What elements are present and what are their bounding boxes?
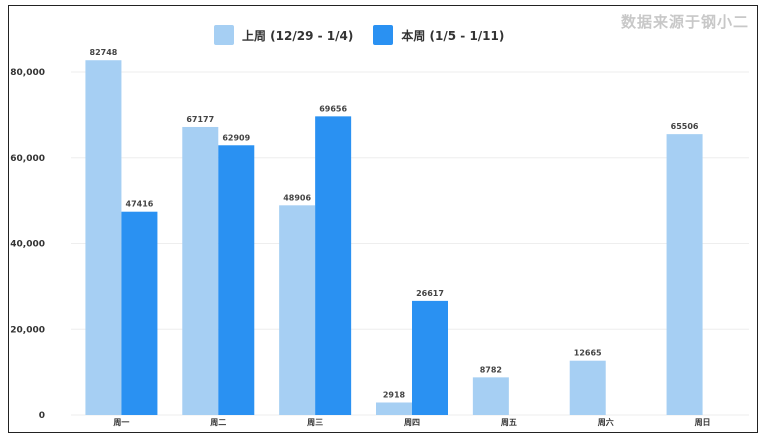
legend: 上周 (12/29 - 1/4) 本周 (1/5 - 1/11) [214,25,524,45]
bar [666,134,703,416]
bar [182,126,219,416]
x-category-label: 周日 [695,418,711,427]
bar-value-label: 69656 [319,104,347,113]
y-tick-label: 20,000 [10,325,45,335]
bar-chart: 0 20,000 40,000 60,000 80,000 82748 47416 周一 671… [10,48,749,427]
bar [472,377,509,415]
y-tick-label: 0 [39,411,45,421]
bar [376,402,412,415]
bar [315,116,352,415]
legend-swatch-this-week [373,25,394,45]
x-category-label: 周六 [598,417,614,427]
bar-value-label: 82748 [90,48,118,57]
bar-value-label: 12665 [574,349,602,358]
legend-item-last-week[interactable]: 上周 (12/29 - 1/4) [214,25,353,45]
legend-swatch-last-week [214,25,234,45]
bar [412,300,448,415]
bar-value-label: 48906 [283,193,311,202]
bar [279,205,316,415]
y-tick-label: 60,000 [10,154,45,164]
x-category-label: 周四 [404,418,420,427]
bar-value-label: 26617 [416,289,444,298]
bar-value-label: 2918 [383,390,406,399]
bar [218,145,255,416]
y-tick-label: 40,000 [10,240,45,250]
legend-label-this-week: 本周 (1/5 - 1/11) [401,28,505,43]
x-category-label: 周二 [210,418,226,427]
x-category-label: 周一 [113,418,129,427]
bar [85,60,122,415]
x-category-label: 周五 [501,418,517,427]
bar-value-label: 67177 [186,115,214,124]
bar [569,360,606,415]
legend-label-last-week: 上周 (12/29 - 1/4) [242,28,354,43]
bar-value-label: 47416 [126,200,154,209]
legend-item-this-week[interactable]: 本周 (1/5 - 1/11) [373,25,504,45]
source-watermark: 数据来源于钢小二 [620,13,749,31]
y-tick-label: 80,000 [10,68,45,78]
x-category-label: 周三 [307,418,323,427]
bar [121,211,158,415]
chart-frame: 数据来源于钢小二 上周 (12/29 - 1/4) 本周 (1/5 - 1/11… [8,5,758,433]
bar-value-label: 62909 [222,133,250,142]
bar-value-label: 8782 [480,365,502,374]
bar-value-label: 65506 [671,122,699,131]
